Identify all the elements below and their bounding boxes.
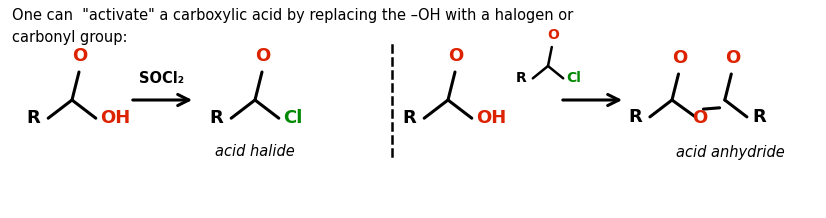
Text: Cl: Cl — [566, 71, 581, 85]
Text: R: R — [402, 109, 416, 127]
Text: One can  "activate" a carboxylic acid by replacing the –OH with a halogen or
car: One can "activate" a carboxylic acid by … — [12, 8, 573, 45]
Text: acid anhydride: acid anhydride — [676, 145, 785, 160]
Text: OH: OH — [476, 109, 506, 127]
Text: O: O — [255, 47, 271, 65]
Text: Cl: Cl — [282, 109, 302, 127]
Text: O: O — [672, 49, 687, 67]
Text: R: R — [516, 71, 527, 85]
Text: acid halide: acid halide — [215, 145, 295, 160]
Text: R: R — [752, 108, 766, 126]
Text: O: O — [692, 109, 707, 127]
Text: SOCl₂: SOCl₂ — [140, 71, 184, 86]
Text: R: R — [26, 109, 40, 127]
Text: O: O — [73, 47, 88, 65]
Text: R: R — [628, 108, 642, 126]
Text: O: O — [547, 28, 558, 42]
Text: O: O — [449, 47, 463, 65]
Text: OH: OH — [100, 109, 130, 127]
Text: R: R — [210, 109, 223, 127]
Text: O: O — [724, 49, 740, 67]
